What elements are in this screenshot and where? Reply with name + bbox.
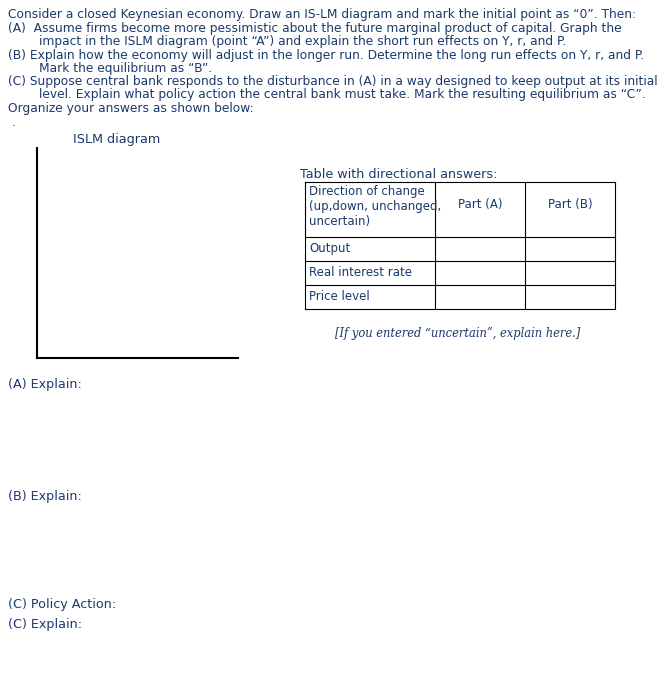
Text: level. Explain what policy action the central bank must take. Mark the resulting: level. Explain what policy action the ce… bbox=[8, 88, 646, 101]
Text: .: . bbox=[12, 116, 16, 129]
Text: Direction of change
(up,down, unchanged,
uncertain): Direction of change (up,down, unchanged,… bbox=[309, 185, 442, 228]
Text: Part (B): Part (B) bbox=[548, 198, 592, 211]
Text: Output: Output bbox=[309, 242, 350, 255]
Text: (B) Explain how the economy will adjust in the longer run. Determine the long ru: (B) Explain how the economy will adjust … bbox=[8, 49, 644, 62]
Text: Price level: Price level bbox=[309, 290, 370, 303]
Text: [If you entered “uncertain”, explain here.]: [If you entered “uncertain”, explain her… bbox=[335, 327, 580, 340]
Text: ISLM diagram: ISLM diagram bbox=[73, 133, 160, 146]
Text: (C) Suppose central bank responds to the disturbance in (A) in a way designed to: (C) Suppose central bank responds to the… bbox=[8, 75, 658, 88]
Text: (C) Explain:: (C) Explain: bbox=[8, 618, 82, 631]
Text: Part (A): Part (A) bbox=[458, 198, 503, 211]
Text: (A)  Assume firms become more pessimistic about the future marginal product of c: (A) Assume firms become more pessimistic… bbox=[8, 22, 621, 35]
Text: (C) Policy Action:: (C) Policy Action: bbox=[8, 598, 116, 611]
Text: (B) Explain:: (B) Explain: bbox=[8, 490, 82, 503]
Text: Real interest rate: Real interest rate bbox=[309, 266, 412, 279]
Text: Mark the equilibrium as “B”.: Mark the equilibrium as “B”. bbox=[8, 62, 212, 75]
Text: impact in the ISLM diagram (point “A”) and explain the short run effects on Y, r: impact in the ISLM diagram (point “A”) a… bbox=[8, 35, 566, 48]
Text: Table with directional answers:: Table with directional answers: bbox=[300, 168, 497, 181]
Text: (A) Explain:: (A) Explain: bbox=[8, 378, 82, 391]
Text: Consider a closed Keynesian economy. Draw an IS-LM diagram and mark the initial : Consider a closed Keynesian economy. Dra… bbox=[8, 8, 636, 21]
Text: Organize your answers as shown below:: Organize your answers as shown below: bbox=[8, 102, 254, 115]
